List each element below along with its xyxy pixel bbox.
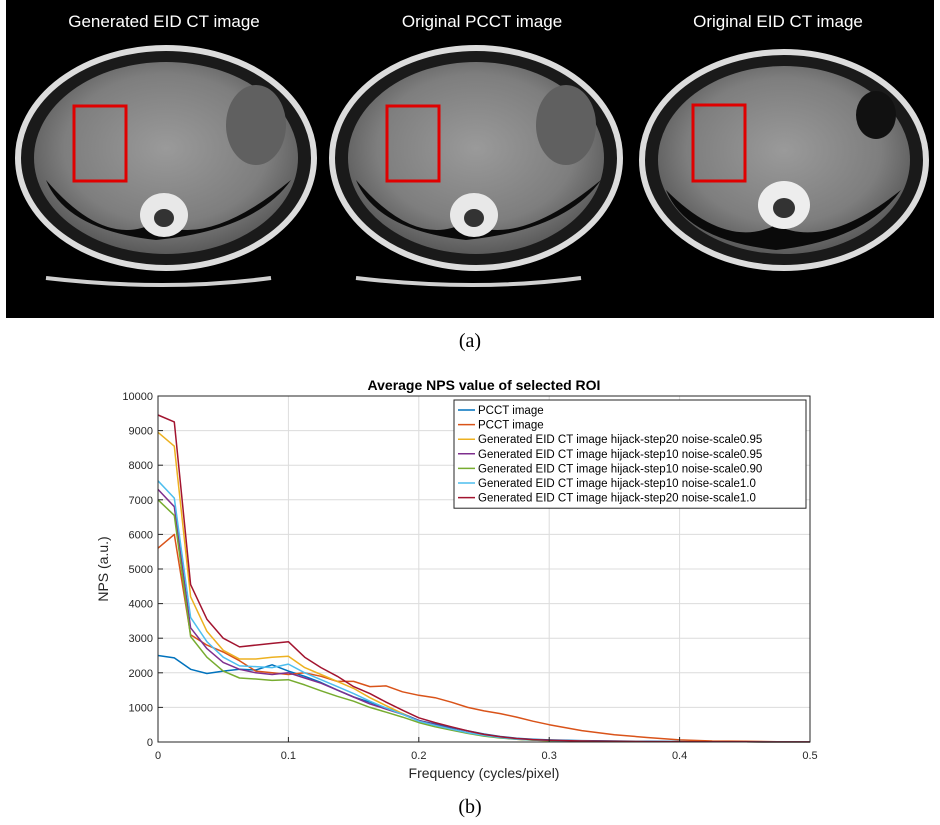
roi-box — [691, 103, 747, 183]
ct-title-original-eid: Original EID CT image — [693, 12, 863, 31]
legend-box — [453, 399, 807, 509]
y-tick-label: 2000 — [129, 668, 153, 680]
series-line-1 — [157, 533, 811, 743]
legend-label: Generated EID CT image hijack-step10 noi… — [478, 478, 756, 490]
legend-label: Generated EID CT image hijack-step20 noi… — [478, 493, 756, 505]
legend-label: Generated EID CT image hijack-step10 noi… — [478, 463, 762, 475]
legend-label: PCCT image — [478, 420, 544, 432]
ct-title-original-pcct: Original PCCT image — [401, 12, 563, 31]
chart-legend: PCCT image PCCT image Generated EID CT ima… — [453, 399, 807, 509]
y-axis-label: NPS (a.u.) — [95, 536, 111, 601]
y-tick-label: 3000 — [129, 633, 153, 645]
y-tick-label: 0 — [147, 737, 153, 749]
roi-box — [72, 104, 128, 183]
chart-title: Average NPS value of selected ROI — [368, 377, 601, 393]
y-tick-label: 6000 — [129, 529, 153, 541]
original-eid-ct-slice — [639, 49, 929, 271]
caption-a: (a) — [458, 330, 482, 352]
x-tick-label: 0.5 — [802, 750, 817, 762]
x-tick-label: 0 — [155, 750, 161, 762]
legend-label: Generated EID CT image hijack-step10 noi… — [478, 449, 762, 461]
series-line-3 — [157, 488, 810, 743]
x-tick-label: 0.2 — [411, 750, 426, 762]
x-tick-label: 0.1 — [281, 750, 296, 762]
y-tick-label: 5000 — [129, 564, 153, 576]
y-tick-label: 8000 — [129, 460, 153, 472]
ct-images-graphic — [15, 45, 929, 287]
x-tick-label: 0.3 — [542, 750, 557, 762]
chart-ticks: 0 0.1 0.2 0.3 0.4 0.5 0 1000 2000 3000 4000 5000 600… — [122, 391, 817, 762]
x-tick-label: 0.4 — [672, 750, 687, 762]
ct-image-panel: Generated EID CT image Original PCCT ima… — [6, 0, 934, 318]
series-line-4 — [157, 499, 810, 743]
roi-box — [385, 104, 441, 183]
caption-b: (b) — [458, 796, 482, 818]
legend-label: Generated EID CT image hijack-step20 noi… — [478, 434, 762, 446]
x-axis-label: Frequency (cycles/pixel) — [409, 765, 560, 781]
nps-line-chart: 0 0.1 0.2 0.3 0.4 0.5 0 1000 2000 3000 4000 5000 600… — [95, 377, 818, 781]
y-tick-label: 10000 — [122, 391, 153, 403]
original-pcct-slice — [329, 45, 623, 287]
legend-label: PCCT image — [478, 405, 544, 417]
y-tick-label: 9000 — [129, 426, 153, 438]
y-tick-label: 1000 — [129, 702, 153, 714]
series-line-0 — [157, 654, 810, 743]
generated-eid-ct-slice — [15, 45, 317, 287]
series-line-5 — [157, 480, 810, 743]
y-tick-label: 4000 — [129, 599, 153, 611]
y-tick-label: 7000 — [129, 495, 153, 507]
ct-title-generated-eid: Generated EID CT image — [68, 12, 260, 31]
